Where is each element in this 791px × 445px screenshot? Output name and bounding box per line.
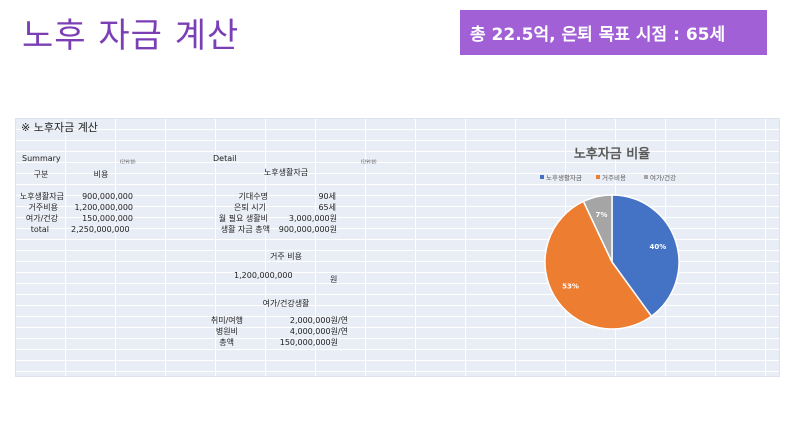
detail-header: Detail [213,154,237,163]
legend-swatch [540,175,544,179]
summary-col-cost: 비용 [93,170,109,179]
detail-value: 3,000,000원 [288,214,337,223]
leisure-label: 취미/여행 [210,316,243,325]
detail-value: 65세 [318,203,336,212]
legend-label: 거주비용 [602,173,626,182]
legend-label: 여가/건강 [650,173,676,182]
legend-swatch [644,175,648,179]
summary-row-value: 1,200,000,000 [74,203,133,212]
pie-slice[interactable] [611,194,680,318]
leisure-section-title: 여가/건강생활 [262,299,310,308]
summary-row-value: 2,250,000,000 [71,225,130,234]
sheet-title: ※ 노후자금 계산 [21,121,98,134]
slide-title: 노후 자금 계산 [22,16,240,56]
pie-data-label: 7% [596,211,608,219]
leisure-value: 2,000,000원/연 [289,316,348,325]
summary-row-value: 900,000,000 [82,192,133,201]
detail-label: 은퇴 시기 [234,203,266,212]
pie-data-label: 40% [650,243,667,251]
legend-label: 노후생활자금 [546,173,582,182]
pie-data-label: 53% [562,283,579,291]
summary-row-label: 노후생활자금 [19,192,64,201]
housing-section-title: 거주 비용 [270,252,302,261]
pie-slice[interactable] [544,200,653,330]
leisure-value: 4,000,000원/연 [289,327,348,336]
detail-value: 900,000,000원 [278,225,337,234]
summary-row-label: 여가/건강 [25,214,58,223]
summary-header: Summary [22,154,61,163]
summary-row-value: 150,000,000 [82,214,133,223]
summary-row-label: total [30,225,49,234]
leisure-label: 병원비 [215,327,238,336]
chart-title: 노후자금 비율 [574,146,650,162]
detail-value: 90세 [318,192,336,201]
legend-swatch [596,175,600,179]
detail-label: 월 필요 생활비 [218,214,268,223]
summary-col-category: 구분 [33,170,49,179]
detail-label: 기대수명 [238,192,268,201]
summary-row-label: 거주비용 [28,203,58,212]
leisure-label: 총액 [219,338,234,347]
summary-unit: (단위:원) [120,159,136,164]
detail-label: 생활 자금 총액 [220,225,270,234]
summary-banner: 총 22.5억, 은퇴 목표 시점 : 65세 [460,10,767,55]
housing-value: 1,200,000,000 [234,271,293,280]
housing-unit: 원 [330,275,338,284]
living-section-title: 노후생활자금 [263,168,309,177]
detail-unit: (단위:원) [361,159,377,164]
leisure-value: 150,000,000원 [279,338,338,347]
pie-slice[interactable] [582,194,613,263]
